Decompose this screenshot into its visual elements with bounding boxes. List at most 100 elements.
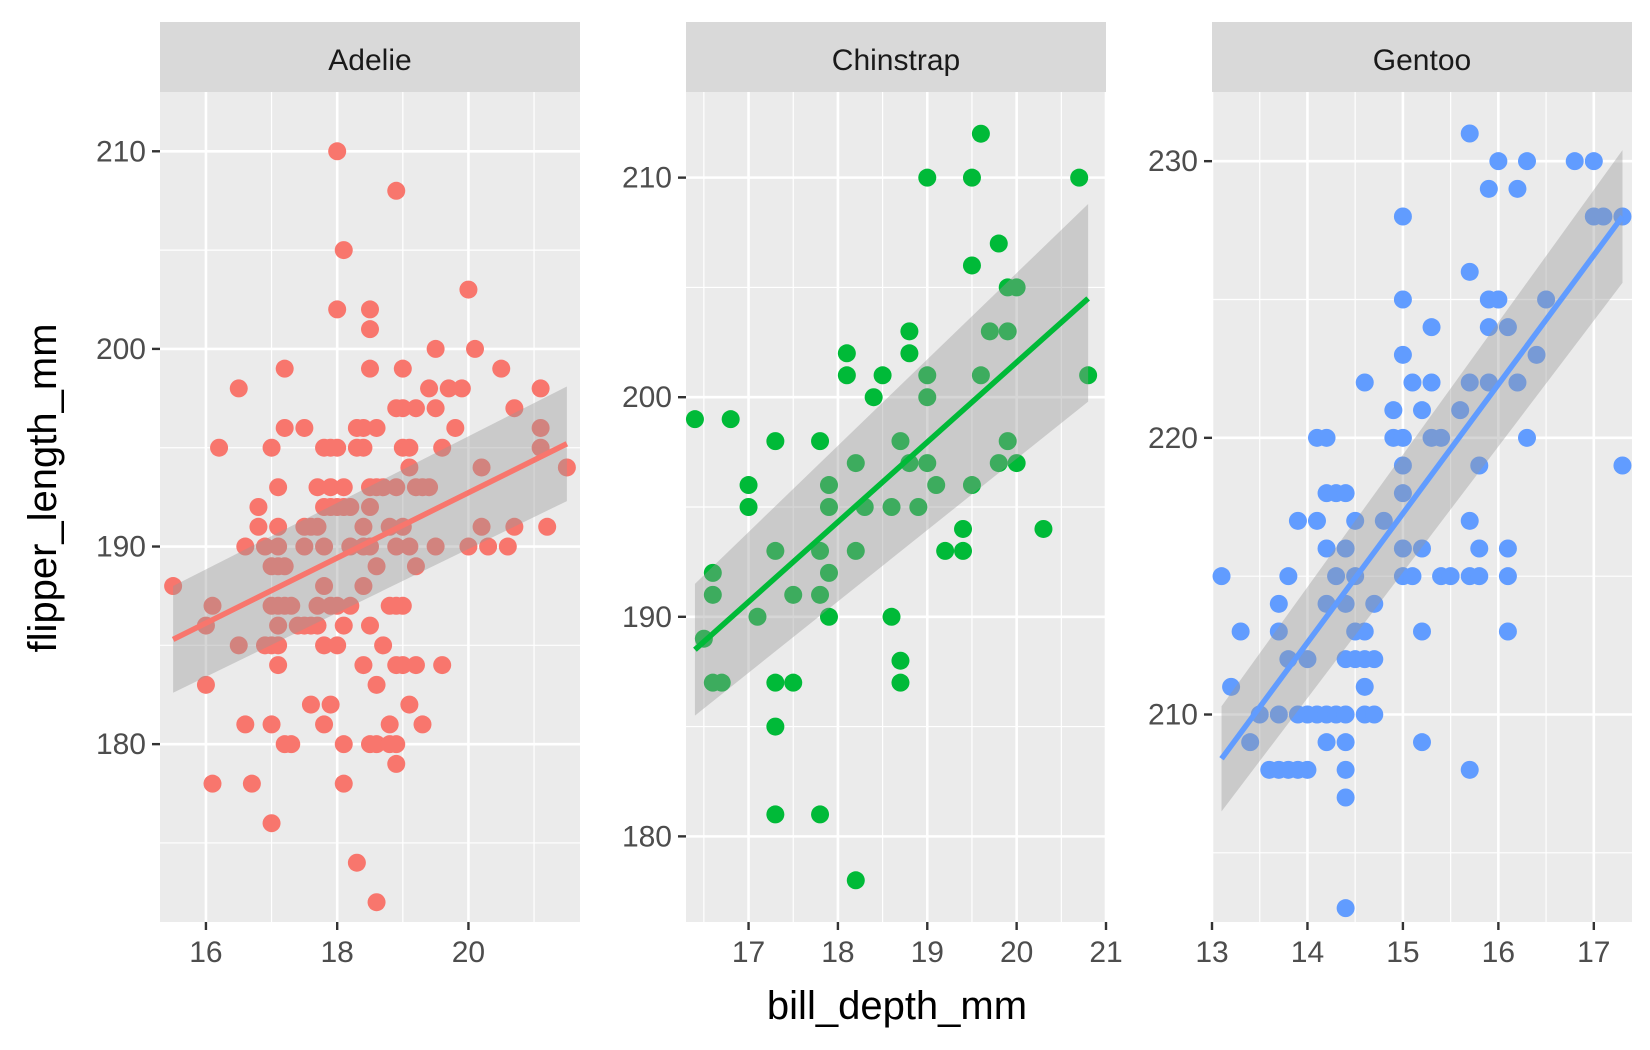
data-point [811,585,830,604]
x-tick-label: 15 [1386,936,1419,969]
data-point [380,715,399,734]
data-point [426,399,445,418]
data-point [413,715,432,734]
data-point [308,616,327,635]
x-tick-label: 17 [1577,936,1610,969]
data-point [1460,511,1479,530]
data-point [400,537,419,556]
regression-line [1219,214,1625,761]
data-point [1460,262,1479,281]
data-point [1336,539,1355,558]
data-point [1384,401,1403,420]
data-point [262,715,281,734]
data-point [400,695,419,714]
data-point [328,596,347,615]
data-point [1498,318,1517,337]
data-point [766,805,785,824]
data-point [361,300,379,319]
data-point [739,498,758,516]
data-point [459,280,478,299]
x-tick-label: 13 [1195,936,1228,969]
data-point [1403,567,1422,586]
data-point [954,519,973,538]
data-point [315,715,334,734]
data-point [269,636,288,655]
data-point [361,359,379,378]
data-point [203,774,222,793]
data-point [1498,567,1517,586]
data-point [1451,401,1470,420]
y-axis-title: flipper_length_mm [21,323,65,652]
point-layer [1212,124,1632,918]
data-point [328,636,347,655]
data-point [505,517,524,536]
x-tick-label: 21 [1089,936,1122,969]
data-point [387,735,406,754]
data-point [1422,373,1441,392]
data-point [1336,705,1355,724]
data-point [909,498,928,516]
data-point [1269,594,1288,613]
data-point [315,537,334,556]
x-tick-label: 14 [1291,936,1324,969]
data-point [721,410,740,429]
data-point [269,478,288,497]
data-point [452,379,471,398]
data-point [685,410,704,429]
data-point [1489,290,1508,309]
data-point [1393,484,1412,503]
data-point [1432,428,1451,447]
data-point [531,379,550,398]
data-point [472,517,491,536]
data-point [433,438,452,457]
data-point [837,366,856,385]
data-point [334,478,353,497]
data-point [269,616,288,635]
y-tick-label: 180 [622,820,672,853]
data-point [819,607,838,626]
data-point [811,432,830,451]
y-tick-label: 190 [622,601,672,634]
data-point [341,498,360,516]
facet-panels: Adelie 16 18 20 180 190 200 210 Chinstrap 17 18 19 2… [96,22,1632,969]
data-point [1537,290,1556,309]
x-tick-label: 18 [821,936,854,969]
data-point [1584,152,1603,171]
y-tick-label: 180 [96,728,146,761]
data-point [1470,567,1489,586]
data-point [873,366,892,385]
data-point [210,438,229,457]
data-point [1355,622,1374,641]
data-point [936,541,955,560]
data-point [269,656,288,675]
data-point [328,438,347,457]
data-point [918,388,937,407]
data-point [1365,650,1384,669]
data-point [882,498,901,516]
data-point [1393,345,1412,364]
data-point [498,537,517,556]
data-point [557,458,576,477]
data-point [275,359,294,378]
data-point [998,322,1017,341]
data-point [242,774,261,793]
data-point [703,563,722,582]
data-point [1269,622,1288,641]
data-point [400,458,419,477]
data-point [918,366,937,385]
data-point [1460,373,1479,392]
data-point [918,168,937,187]
data-point [315,636,334,655]
data-point [846,541,865,560]
data-point [492,359,511,378]
data-point [1365,705,1384,724]
data-point [900,344,919,363]
data-point [1336,788,1355,807]
data-point [1336,760,1355,779]
data-point [811,805,830,824]
data-point [891,651,910,670]
data-point [334,241,353,260]
data-point [989,454,1008,473]
data-point [1034,519,1053,538]
